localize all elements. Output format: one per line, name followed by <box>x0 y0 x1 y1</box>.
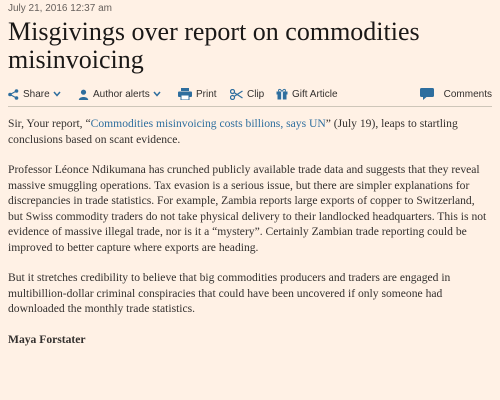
chevron-down-icon <box>53 91 61 97</box>
print-label: Print <box>196 88 217 100</box>
article-date: July 21, 2016 12:37 am <box>8 3 112 14</box>
gift-article-label: Gift Article <box>292 88 338 100</box>
gift-icon <box>276 88 288 100</box>
paragraph-1: Sir, Your report, “Commodities misinvoic… <box>8 116 492 147</box>
share-label: Share <box>23 88 50 100</box>
comments-label: Comments <box>443 88 492 100</box>
article-toolbar: Share Author alerts Print Clip <box>8 86 492 102</box>
paragraph-2: Professor Léonce Ndikumana has crunched … <box>8 163 487 254</box>
author-alerts-button[interactable]: Author alerts <box>78 86 161 102</box>
comments-button[interactable]: Comments <box>419 86 492 102</box>
user-icon <box>78 89 89 100</box>
paragraph-1-intro: Sir, Your report, “ <box>8 117 91 130</box>
chevron-down-icon <box>153 91 161 97</box>
related-article-link[interactable]: Commodities misinvoicing costs billions,… <box>90 117 326 130</box>
gift-article-button[interactable]: Gift Article <box>276 86 338 102</box>
print-button[interactable]: Print <box>178 86 217 102</box>
author-signature: Maya Forstater <box>8 332 86 346</box>
share-icon <box>8 88 19 100</box>
author-alerts-label: Author alerts <box>93 88 150 100</box>
clip-label: Clip <box>247 88 265 100</box>
comment-icon <box>419 88 434 100</box>
share-button[interactable]: Share <box>8 86 61 102</box>
article-title: Misgivings over report on commodities mi… <box>8 17 420 74</box>
clip-button[interactable]: Clip <box>230 86 264 102</box>
article-body: Sir, Your report, “Commodities misinvoic… <box>8 116 492 347</box>
print-icon <box>178 88 192 100</box>
paragraph-1-rest: ” (July 19), leaps to startling conclusi… <box>8 117 458 146</box>
paragraph-3: But it stretches credibility to believe … <box>8 271 451 315</box>
toolbar-divider <box>8 106 492 107</box>
scissors-icon <box>230 88 243 100</box>
